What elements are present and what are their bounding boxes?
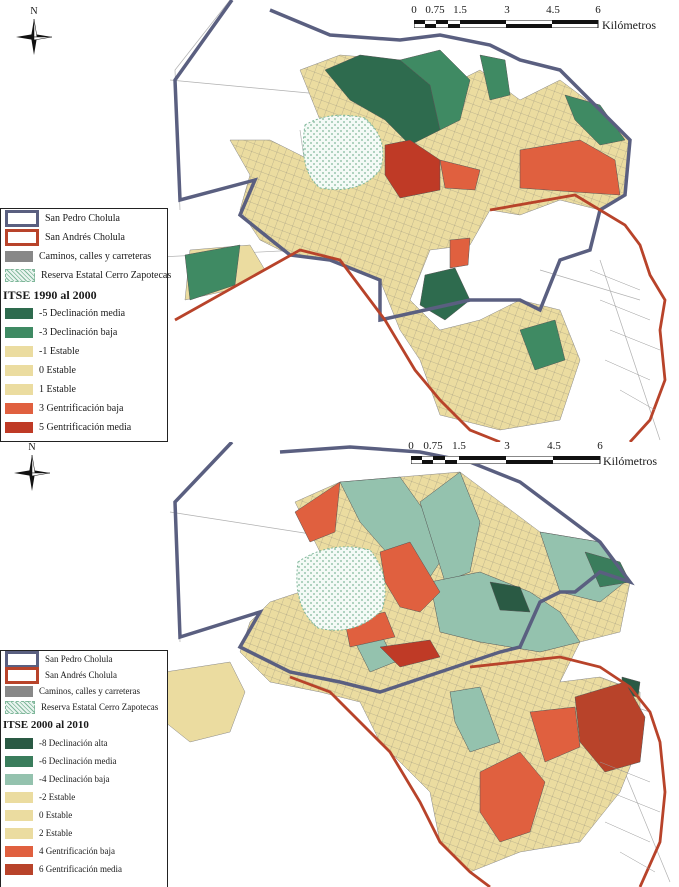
legend-class-row: -4 Declinación baja <box>1 770 167 788</box>
reserve-cerro-zapotecas <box>302 114 384 191</box>
legend-class-label: 0 Estable <box>39 809 73 820</box>
scale-unit: Kilómetros <box>603 454 657 468</box>
boundary-san-pedro-cholula <box>173 0 632 323</box>
legend-class-row: -2 Estable <box>1 788 167 806</box>
legend-class-label: -2 Estable <box>39 791 76 802</box>
boundary-san-andres-cholula <box>174 193 667 442</box>
legend-class-row: -6 Declinación media <box>1 752 167 770</box>
legend-class-label: 4 Gentrificación baja <box>39 845 115 856</box>
region-gentrification <box>384 139 621 269</box>
legend-class-label: -8 Declinación alta <box>39 737 108 748</box>
legend-class-row: 3 Gentrificación baja <box>1 399 167 418</box>
legend-swatch <box>5 422 33 433</box>
legend-swatch <box>5 773 33 785</box>
scale-bar: 0 0.75 1.5 3 4.5 6 Kilómetros <box>407 442 679 472</box>
scale-tick: 4.5 <box>547 442 561 452</box>
legend-class-label: -1 Estable <box>39 346 80 357</box>
legend-class-row: 6 Gentrificación media <box>1 860 167 878</box>
legend-swatch <box>5 791 33 803</box>
legend-row: San Andrés Cholula <box>1 228 167 247</box>
legend-class-row: -8 Declinación alta <box>1 734 167 752</box>
scale-unit: Kilómetros <box>602 18 656 32</box>
legend-swatch <box>5 863 33 875</box>
north-arrow: N <box>12 442 52 496</box>
legend-class-label: -6 Declinación media <box>39 755 117 766</box>
scale-tick: 1.5 <box>452 442 466 452</box>
scale-tick: 6 <box>595 4 601 16</box>
legend-class-label: 6 Gentrificación media <box>39 863 122 874</box>
map-panel-2000-2010: N 0 0.75 1.5 3 4.5 6 Kilómetros San Pedr… <box>0 442 679 887</box>
legend-swatch <box>5 845 33 857</box>
reserve-cerro-zapotecas <box>296 546 386 631</box>
legend-2000-2010: San Pedro Cholula San Andrés Cholula Cam… <box>0 650 168 887</box>
compass-icon <box>16 18 53 55</box>
north-label: N <box>28 442 36 453</box>
region-decline <box>339 471 641 753</box>
legend-row: Reserva Estatal Cerro Zapotecas <box>1 266 171 285</box>
legend-class-row: -3 Declinación baja <box>1 323 167 342</box>
legend-class-label: -5 Declinación media <box>39 308 126 319</box>
legend-title: ITSE 2000 al 2010 <box>3 719 89 731</box>
legend-swatch <box>5 346 33 357</box>
legend-title: ITSE 1990 al 2000 <box>3 288 97 302</box>
legend-class-row: 4 Gentrificación baja <box>1 842 167 860</box>
scale-tick: 1.5 <box>453 4 467 16</box>
legend-row: Caminos, calles y carreteras <box>1 247 167 266</box>
scale-tick: 0 <box>411 4 417 16</box>
legend-swatch <box>5 365 33 376</box>
north-label: N <box>30 6 38 17</box>
legend-class-label: 2 Estable <box>39 827 73 838</box>
scale-bar-graphic <box>414 20 599 28</box>
legend-row: San Pedro Cholula <box>1 650 167 668</box>
legend-swatch <box>5 737 33 749</box>
legend-class-label: 0 Estable <box>39 365 76 376</box>
compass-icon <box>14 454 51 491</box>
legend-swatch <box>5 327 33 338</box>
legend-class-row: 1 Estable <box>1 380 167 399</box>
legend-row: Reserva Estatal Cerro Zapotecas <box>1 699 167 715</box>
legend-class-label: 3 Gentrificación baja <box>39 403 124 414</box>
choropleth-map-1990-2000 <box>99 0 667 442</box>
legend-swatch <box>5 384 33 395</box>
legend-swatch <box>5 809 33 821</box>
legend-class-label: 5 Gentrificación media <box>39 422 132 433</box>
legend-swatch <box>5 308 33 319</box>
scale-tick: 3 <box>504 442 510 452</box>
legend-1990-2000: San Pedro Cholula San Andrés Cholula Cam… <box>0 208 171 442</box>
scale-tick: 6 <box>597 442 603 452</box>
legend-class-row: 2 Estable <box>1 824 167 842</box>
legend-class-row: 0 Estable <box>1 806 167 824</box>
scale-bar: 0 0.75 1.5 3 4.5 6 Kilómetros <box>410 4 679 34</box>
region-decline <box>184 49 626 371</box>
map-panel-1990-2000: N 0 0.75 1.5 3 4.5 6 Kilómetros San Pedr… <box>0 0 679 442</box>
region-gentrification <box>294 481 646 843</box>
legend-class-row: 5 Gentrificación media <box>1 418 167 437</box>
legend-class-label: 1 Estable <box>39 384 76 395</box>
east-streets <box>599 761 661 873</box>
scale-tick: 0.75 <box>423 442 443 452</box>
legend-row: San Pedro Cholula <box>1 209 167 228</box>
legend-class-label: -4 Declinación baja <box>39 773 110 784</box>
scale-tick: 0 <box>408 442 414 452</box>
boundary-san-pedro-cholula <box>173 442 635 694</box>
legend-class-row: -5 Declinación media <box>1 304 167 323</box>
east-streets <box>589 269 661 411</box>
legend-class-row: -1 Estable <box>1 342 167 361</box>
scale-tick: 4.5 <box>546 4 560 16</box>
legend-swatch <box>5 755 33 767</box>
scale-tick: 3 <box>504 4 510 16</box>
legend-swatch <box>5 403 33 414</box>
legend-row: San Andrés Cholula <box>1 666 167 684</box>
north-arrow: N <box>14 6 54 60</box>
legend-class-row: 0 Estable <box>1 361 167 380</box>
legend-row: Caminos, calles y carreteras <box>1 683 167 699</box>
legend-class-label: -3 Declinación baja <box>39 327 118 338</box>
boundary-san-andres-cholula <box>289 655 667 887</box>
scale-bar-graphic <box>411 456 601 464</box>
legend-swatch <box>5 827 33 839</box>
choropleth-map-2000-2010 <box>164 442 671 887</box>
scale-tick: 0.75 <box>425 4 445 16</box>
